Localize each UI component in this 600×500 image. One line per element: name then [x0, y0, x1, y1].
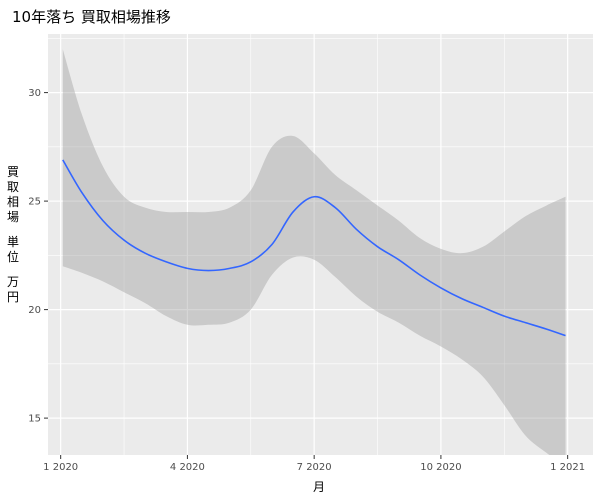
plot-panel — [48, 34, 593, 455]
y-axis-label: 買取相場単位万円 — [2, 165, 24, 305]
y-tick-label: 30 — [28, 88, 41, 99]
confidence-band — [62, 49, 566, 455]
x-tick-label: 1 2020 — [43, 462, 78, 473]
y-axis-label-char: 単 — [6, 235, 19, 249]
y-axis-label-char: 万 — [6, 275, 19, 289]
y-axis-label-char: 相 — [6, 195, 19, 209]
x-tick-label: 7 2020 — [297, 462, 332, 473]
x-tick-label: 1 2021 — [550, 462, 585, 473]
y-tick-label: 20 — [28, 305, 41, 316]
chart-title: 10年落ち 買取相場推移 — [12, 8, 171, 26]
y-axis-label-char: 位 — [6, 250, 19, 264]
x-tick-label: 10 2020 — [420, 462, 461, 473]
x-tick-label: 4 2020 — [170, 462, 205, 473]
y-axis-label-char: 円 — [6, 290, 19, 304]
y-tick-label: 15 — [28, 414, 41, 425]
y-tick-label: 25 — [28, 197, 41, 208]
smooth-trend-line — [62, 159, 566, 337]
y-axis-label-char: 買 — [6, 165, 19, 179]
y-axis-label-char: 取 — [6, 180, 19, 194]
x-axis-label: 月 — [313, 480, 326, 494]
y-axis-label-char: 場 — [6, 210, 19, 224]
